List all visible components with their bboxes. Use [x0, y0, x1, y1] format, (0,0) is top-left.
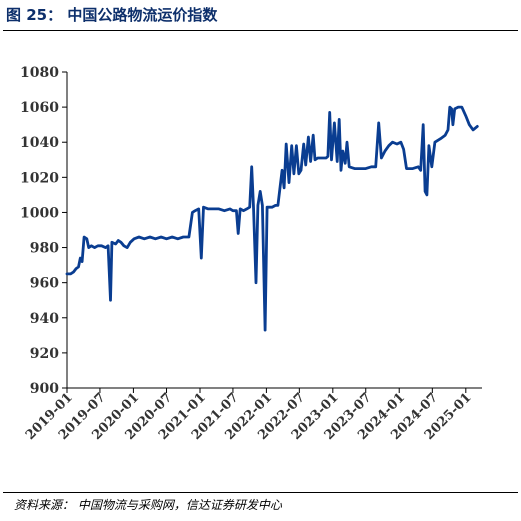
line-chart: 900920940960980100010201040106010802019-…	[0, 0, 521, 490]
source-note: 资料来源： 中国物流与采购网，信达证券研发中心	[14, 496, 282, 514]
y-tick-label: 960	[30, 276, 59, 292]
source-rule	[3, 492, 518, 493]
y-tick-label: 1040	[20, 135, 59, 151]
y-tick-label: 1080	[20, 65, 59, 81]
y-tick-label: 980	[30, 241, 59, 257]
y-tick-label: 940	[30, 311, 59, 327]
series-line-0	[67, 107, 477, 330]
y-tick-label: 920	[30, 346, 59, 362]
y-tick-label: 900	[30, 381, 59, 397]
y-tick-label: 1000	[20, 205, 59, 221]
y-tick-label: 1060	[20, 100, 59, 116]
y-tick-label: 1020	[20, 170, 59, 186]
